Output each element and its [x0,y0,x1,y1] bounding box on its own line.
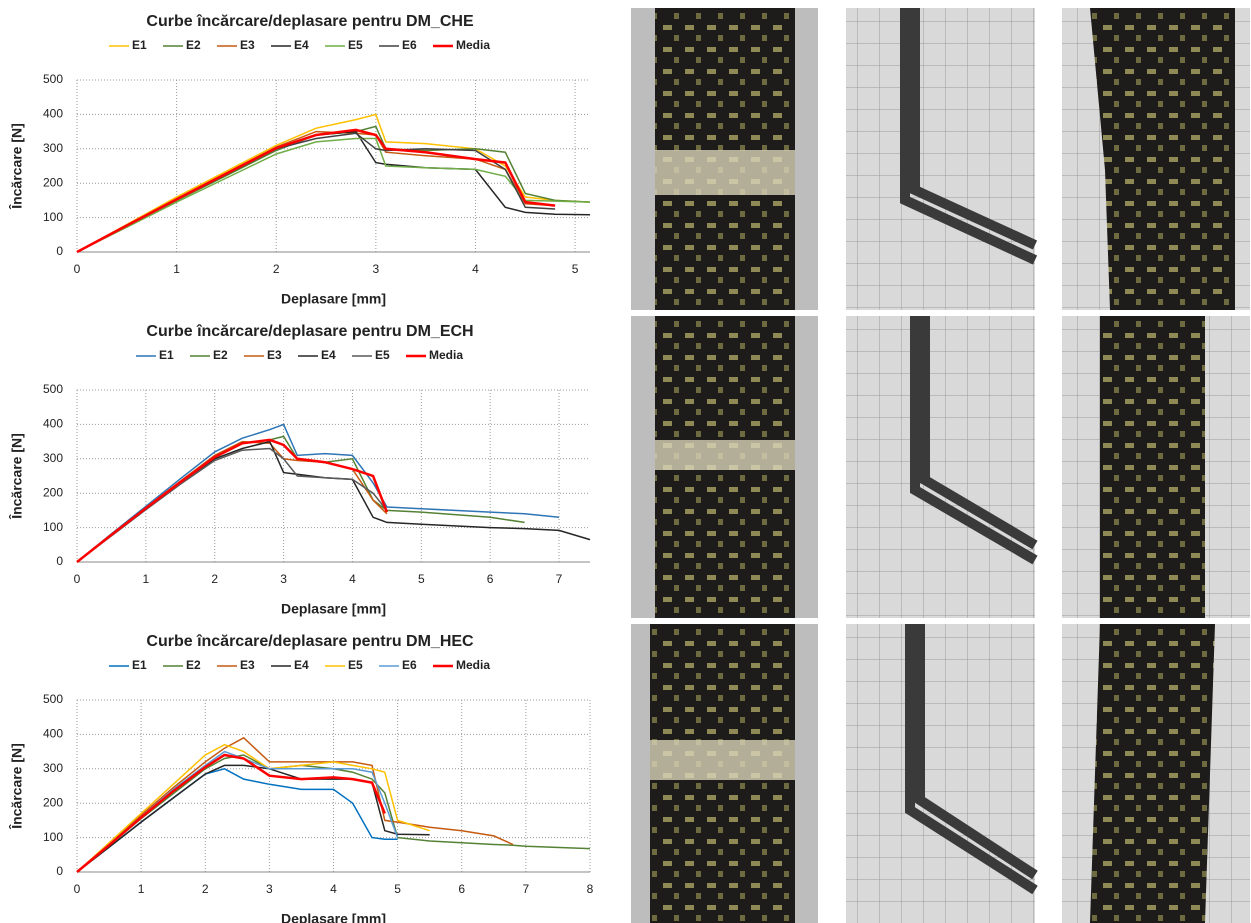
data-line [76,754,591,873]
x-tick-label: 3 [280,572,287,586]
x-tick-label: 0 [74,572,81,586]
y-tick-label: 300 [43,761,63,775]
y-tick-label: 400 [43,417,63,431]
chart: Curbe încărcare/deplasare pentru DM_HEC E… [8,633,594,923]
data-line [76,132,556,253]
legend-label: Media [456,38,490,52]
legend-label: E3 [240,38,255,52]
legend-label: E5 [348,38,363,52]
y-tick-label: 0 [56,864,63,878]
x-tick-label: 8 [587,882,594,896]
legend-label: E6 [402,38,417,52]
x-tick-label: 1 [138,882,145,896]
x-tick-label: 1 [173,262,180,276]
x-tick-label: 4 [349,572,356,586]
x-tick-label: 2 [273,262,280,276]
y-tick-label: 0 [56,554,63,568]
x-tick-label: 4 [330,882,337,896]
data-line [76,423,560,563]
y-tick-label: 300 [43,451,63,465]
y-tick-label: 400 [43,107,63,121]
chart-title: Curbe încărcare/deplasare pentru DM_HEC [146,633,474,650]
y-tick-label: 100 [43,210,63,224]
x-axis-label: Deplasare [mm] [281,911,386,923]
data-line [76,130,591,253]
legend-label: Media [456,658,490,672]
data-line [76,128,556,254]
legend-label: E4 [294,38,309,52]
x-tick-label: 3 [266,882,273,896]
legend-label: E5 [348,658,363,672]
x-tick-label: 3 [372,262,379,276]
legend-label: E6 [402,658,417,672]
legend-label: E1 [132,38,147,52]
legend-label: E2 [186,38,201,52]
y-axis-label: Încărcare [N] [8,743,25,830]
legend-label: E3 [267,348,282,362]
y-axis-label: Încărcare [N] [8,123,25,210]
legend-label: Media [429,348,463,362]
x-axis-label: Deplasare [mm] [281,291,386,307]
legend-label: E5 [375,348,390,362]
photo-panels [631,8,1250,923]
legend-label: E3 [240,658,255,672]
data-line [76,438,389,563]
y-tick-label: 500 [43,382,63,396]
y-tick-label: 100 [43,520,63,534]
x-axis-label: Deplasare [mm] [281,601,386,617]
legend-label: E1 [132,658,147,672]
y-tick-label: 100 [43,830,63,844]
data-line [76,137,591,253]
x-tick-label: 5 [418,572,425,586]
y-axis-label: Încărcare [N] [8,433,25,520]
y-tick-label: 0 [56,244,63,258]
x-tick-label: 5 [394,882,401,896]
x-tick-label: 6 [487,572,494,586]
x-tick-label: 2 [211,572,218,586]
chart: Curbe încărcare/deplasare pentru DM_ECH E… [8,323,591,617]
data-line [76,125,591,253]
x-tick-label: 0 [74,262,81,276]
y-tick-label: 200 [43,795,63,809]
y-tick-label: 400 [43,727,63,741]
data-line [76,753,386,873]
data-line [76,750,399,873]
x-tick-label: 0 [74,882,81,896]
x-tick-label: 7 [523,882,530,896]
y-tick-label: 500 [43,72,63,86]
x-tick-label: 5 [572,262,579,276]
legend-label: E2 [213,348,228,362]
y-tick-label: 300 [43,141,63,155]
x-tick-label: 1 [143,572,150,586]
x-tick-label: 7 [556,572,563,586]
x-tick-label: 4 [472,262,479,276]
data-line [76,736,514,873]
chart-title: Curbe încărcare/deplasare pentru DM_CHE [146,13,474,30]
x-tick-label: 6 [458,882,465,896]
y-tick-label: 500 [43,692,63,706]
legend-label: E1 [159,348,174,362]
y-tick-label: 200 [43,485,63,499]
data-line [76,767,398,873]
chart-title: Curbe încărcare/deplasare pentru DM_ECH [146,323,473,340]
legend-label: E4 [294,658,309,672]
y-tick-label: 200 [43,175,63,189]
legend-label: E4 [321,348,336,362]
legend-label: E2 [186,658,201,672]
x-tick-label: 2 [202,882,209,896]
chart: Curbe încărcare/deplasare pentru DM_CHE E… [8,13,591,307]
